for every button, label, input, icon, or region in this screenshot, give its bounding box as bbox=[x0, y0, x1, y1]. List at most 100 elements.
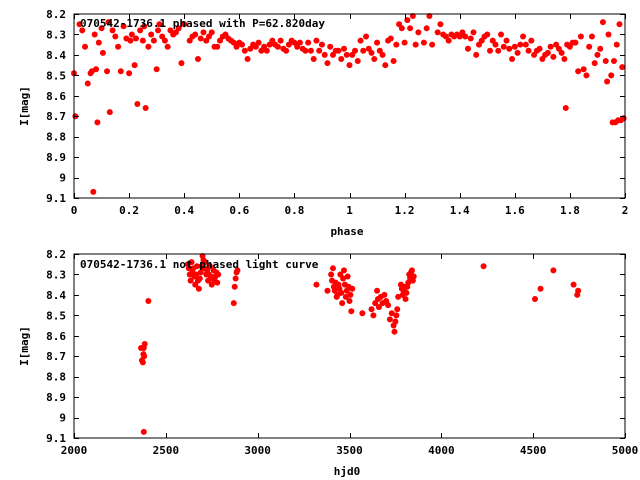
phased-data-point bbox=[310, 55, 317, 62]
unphased-data-point bbox=[575, 287, 582, 294]
unphased-data-point bbox=[370, 312, 377, 319]
phased-x-tick-label: 0.8 bbox=[284, 204, 304, 217]
unphased-data-point bbox=[339, 300, 346, 307]
phased-data-point bbox=[368, 49, 375, 56]
phased-data-point bbox=[79, 27, 86, 34]
phased-data-point bbox=[91, 31, 98, 38]
phased-data-point bbox=[562, 105, 569, 112]
unphased-data-point bbox=[185, 265, 192, 272]
phased-data-point bbox=[134, 100, 141, 107]
phased-data-point bbox=[500, 43, 507, 50]
unphased-data-point bbox=[359, 310, 366, 317]
unphased-data-point bbox=[141, 340, 148, 347]
phased-data-point bbox=[307, 47, 314, 54]
phased-data-point bbox=[321, 51, 328, 58]
phased-data-point bbox=[619, 64, 626, 71]
phased-data-point bbox=[327, 43, 334, 50]
phased-data-point bbox=[605, 31, 612, 38]
phased-data-point bbox=[429, 41, 436, 48]
unphased-data-point bbox=[342, 293, 349, 300]
unphased-plot: 2000 2500 3000 3500 4000 4500 5000 8.28.38.48.… bbox=[18, 248, 638, 478]
phased-y-ticks: 8.2 8.3 8.4 8.5 8.6 8.7 8.8 8.9 9 9.1 bbox=[46, 8, 625, 205]
phased-data-point bbox=[76, 21, 83, 28]
phased-data-point bbox=[473, 51, 480, 58]
phased-y-axis-label: I[mag] bbox=[18, 86, 31, 126]
phased-data-point bbox=[82, 43, 89, 50]
phased-data-point bbox=[142, 105, 149, 112]
unphased-data-point bbox=[188, 259, 195, 266]
unphased-data-point bbox=[347, 291, 354, 298]
phased-data-point bbox=[613, 41, 620, 48]
unphased-data-point bbox=[394, 306, 401, 313]
unphased-data-point bbox=[368, 306, 375, 313]
phased-y-tick-label: 8.8 bbox=[46, 131, 66, 144]
unphased-data-point bbox=[391, 328, 398, 335]
phased-x-tick-label: 1 bbox=[346, 204, 353, 217]
unphased-y-tick-label: 8.7 bbox=[46, 350, 66, 363]
phased-data-point bbox=[214, 43, 221, 50]
phased-data-point bbox=[575, 68, 582, 75]
unphased-data-point bbox=[570, 281, 577, 288]
unphased-data-point bbox=[234, 267, 241, 274]
phased-data-point bbox=[511, 43, 518, 50]
phased-data-point bbox=[528, 37, 535, 44]
phased-data-point bbox=[296, 39, 303, 46]
phased-data-point bbox=[514, 49, 521, 56]
unphased-data-point bbox=[193, 271, 200, 278]
phased-y-tick-label: 8.2 bbox=[46, 8, 66, 21]
unphased-data-point bbox=[537, 285, 544, 292]
phased-data-point bbox=[588, 33, 595, 40]
phased-data-point bbox=[426, 13, 433, 20]
unphased-y-tick-label: 9.1 bbox=[46, 432, 66, 445]
phased-data-point bbox=[390, 58, 397, 65]
phased-data-point bbox=[536, 45, 543, 52]
unphased-y-tick-label: 8.6 bbox=[46, 330, 66, 343]
phased-data-point bbox=[99, 49, 106, 56]
phased-data-point bbox=[112, 33, 119, 40]
phased-data-point bbox=[492, 41, 499, 48]
unphased-data-point bbox=[313, 281, 320, 288]
unphased-y-tick-label: 8.2 bbox=[46, 248, 66, 261]
phased-data-point bbox=[597, 45, 604, 52]
unphased-x-tick-label: 5000 bbox=[612, 444, 639, 457]
phased-data-point bbox=[115, 43, 122, 50]
unphased-data-point bbox=[214, 279, 221, 286]
unphased-data-point bbox=[340, 275, 347, 282]
phased-data-point bbox=[150, 37, 157, 44]
phased-data-point bbox=[572, 39, 579, 46]
phased-data-point bbox=[161, 37, 168, 44]
phased-data-point bbox=[360, 47, 367, 54]
phased-data-point bbox=[283, 47, 290, 54]
unphased-data-point bbox=[196, 275, 203, 282]
unphased-data-point bbox=[195, 285, 202, 292]
phased-data-point bbox=[599, 19, 606, 26]
phased-data-point bbox=[604, 78, 611, 85]
phased-data-point bbox=[503, 37, 510, 44]
phased-x-tick-label: 1.8 bbox=[560, 204, 580, 217]
phased-data-point bbox=[409, 13, 416, 20]
phased-data-point bbox=[520, 33, 527, 40]
phased-data-point bbox=[382, 62, 389, 69]
unphased-x-axis-label: hjd0 bbox=[334, 465, 361, 478]
unphased-data-point bbox=[231, 283, 238, 290]
unphased-data-point bbox=[349, 285, 356, 292]
phased-data-point bbox=[156, 21, 163, 28]
unphased-data-point bbox=[202, 259, 209, 266]
phased-data-point bbox=[354, 58, 361, 65]
phased-data-point bbox=[200, 29, 207, 36]
unphased-y-ticks: 8.2 8.3 8.4 8.5 8.6 8.7 8.8 8.9 9 9.1 bbox=[46, 248, 625, 445]
unphased-x-tick-label: 4500 bbox=[520, 444, 547, 457]
phased-data-point bbox=[316, 47, 323, 54]
phased-data-point bbox=[148, 31, 155, 38]
unphased-data-point bbox=[403, 289, 410, 296]
phased-y-tick-label: 8.3 bbox=[46, 28, 66, 41]
unphased-data-point bbox=[408, 267, 415, 274]
phased-data-point bbox=[153, 66, 160, 73]
unphased-data-point bbox=[232, 275, 239, 282]
phased-data-point bbox=[608, 72, 615, 79]
phased-data-point bbox=[602, 58, 609, 65]
unphased-data-point bbox=[340, 267, 347, 274]
phased-data-point bbox=[132, 35, 139, 42]
phased-data-point bbox=[547, 43, 554, 50]
